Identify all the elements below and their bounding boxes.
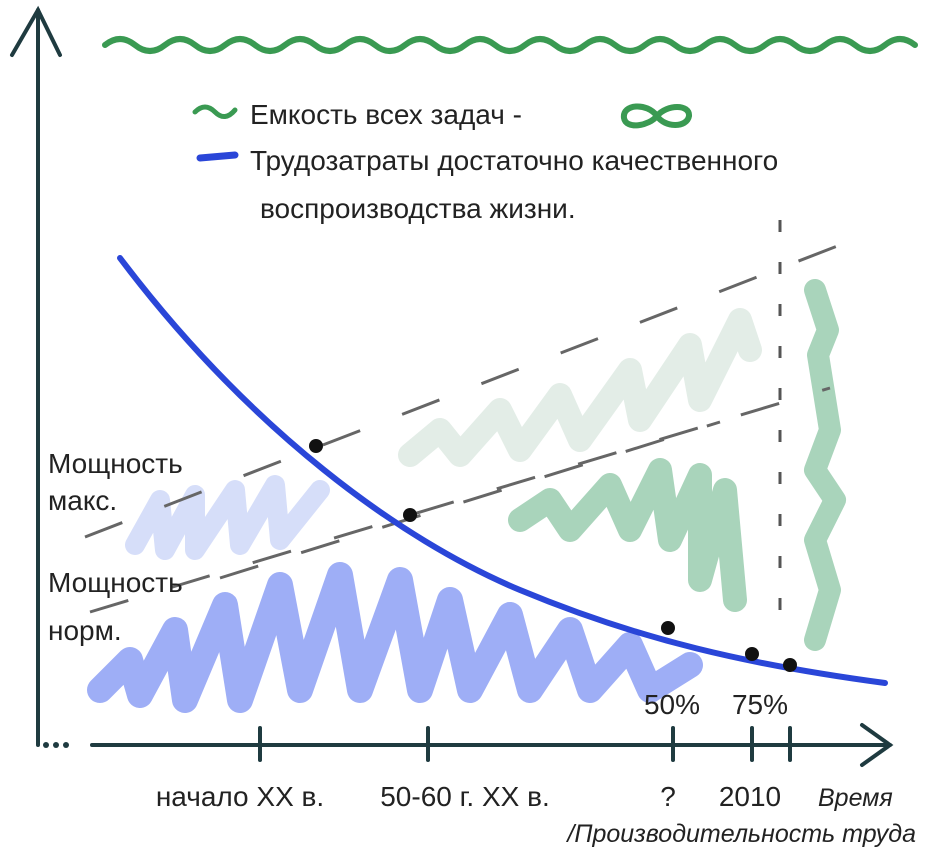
- dot: [43, 742, 49, 748]
- point: [661, 621, 675, 635]
- legend-label: Емкость всех задач -: [250, 99, 522, 130]
- x-tick-label: ?: [660, 781, 676, 812]
- fill-right-green: [815, 290, 835, 640]
- axis-title: Время: [818, 784, 893, 812]
- point: [403, 508, 417, 522]
- axis-title: /Производительность труда: [565, 820, 916, 848]
- x-tick-label: 50-60 г. XX в.: [380, 781, 550, 812]
- dot: [53, 742, 59, 748]
- legend-label: Трудозатраты достаточно качественного: [250, 145, 778, 176]
- marker-label: 75%: [732, 689, 788, 720]
- level-label: макс.: [48, 485, 117, 516]
- x-tick-label: начало XX в.: [156, 781, 324, 812]
- x-tick-label: 2010: [719, 781, 781, 812]
- marker-label: 50%: [644, 689, 700, 720]
- dot: [63, 742, 69, 748]
- scribble-fills: [100, 290, 835, 700]
- fill-max-green: [410, 320, 750, 455]
- point: [745, 647, 759, 661]
- legend-label: воспроизводства жизни.: [260, 193, 576, 224]
- level-label: Мощность: [48, 448, 183, 479]
- level-label: Мощность: [48, 567, 183, 598]
- legend-swatch-blue: [200, 155, 235, 158]
- point: [783, 658, 797, 672]
- fill-norm-green: [520, 470, 735, 600]
- fill-max-blue: [135, 485, 320, 550]
- capacity-wave: [105, 39, 915, 51]
- legend-swatch-green: [195, 107, 235, 117]
- infinity-symbol: [624, 106, 689, 125]
- fill-norm-blue: [100, 575, 690, 700]
- point: [309, 439, 323, 453]
- diagram: Емкость всех задач - Трудозатраты достат…: [0, 0, 926, 849]
- level-label: норм.: [48, 615, 122, 646]
- ellipsis: [43, 742, 69, 748]
